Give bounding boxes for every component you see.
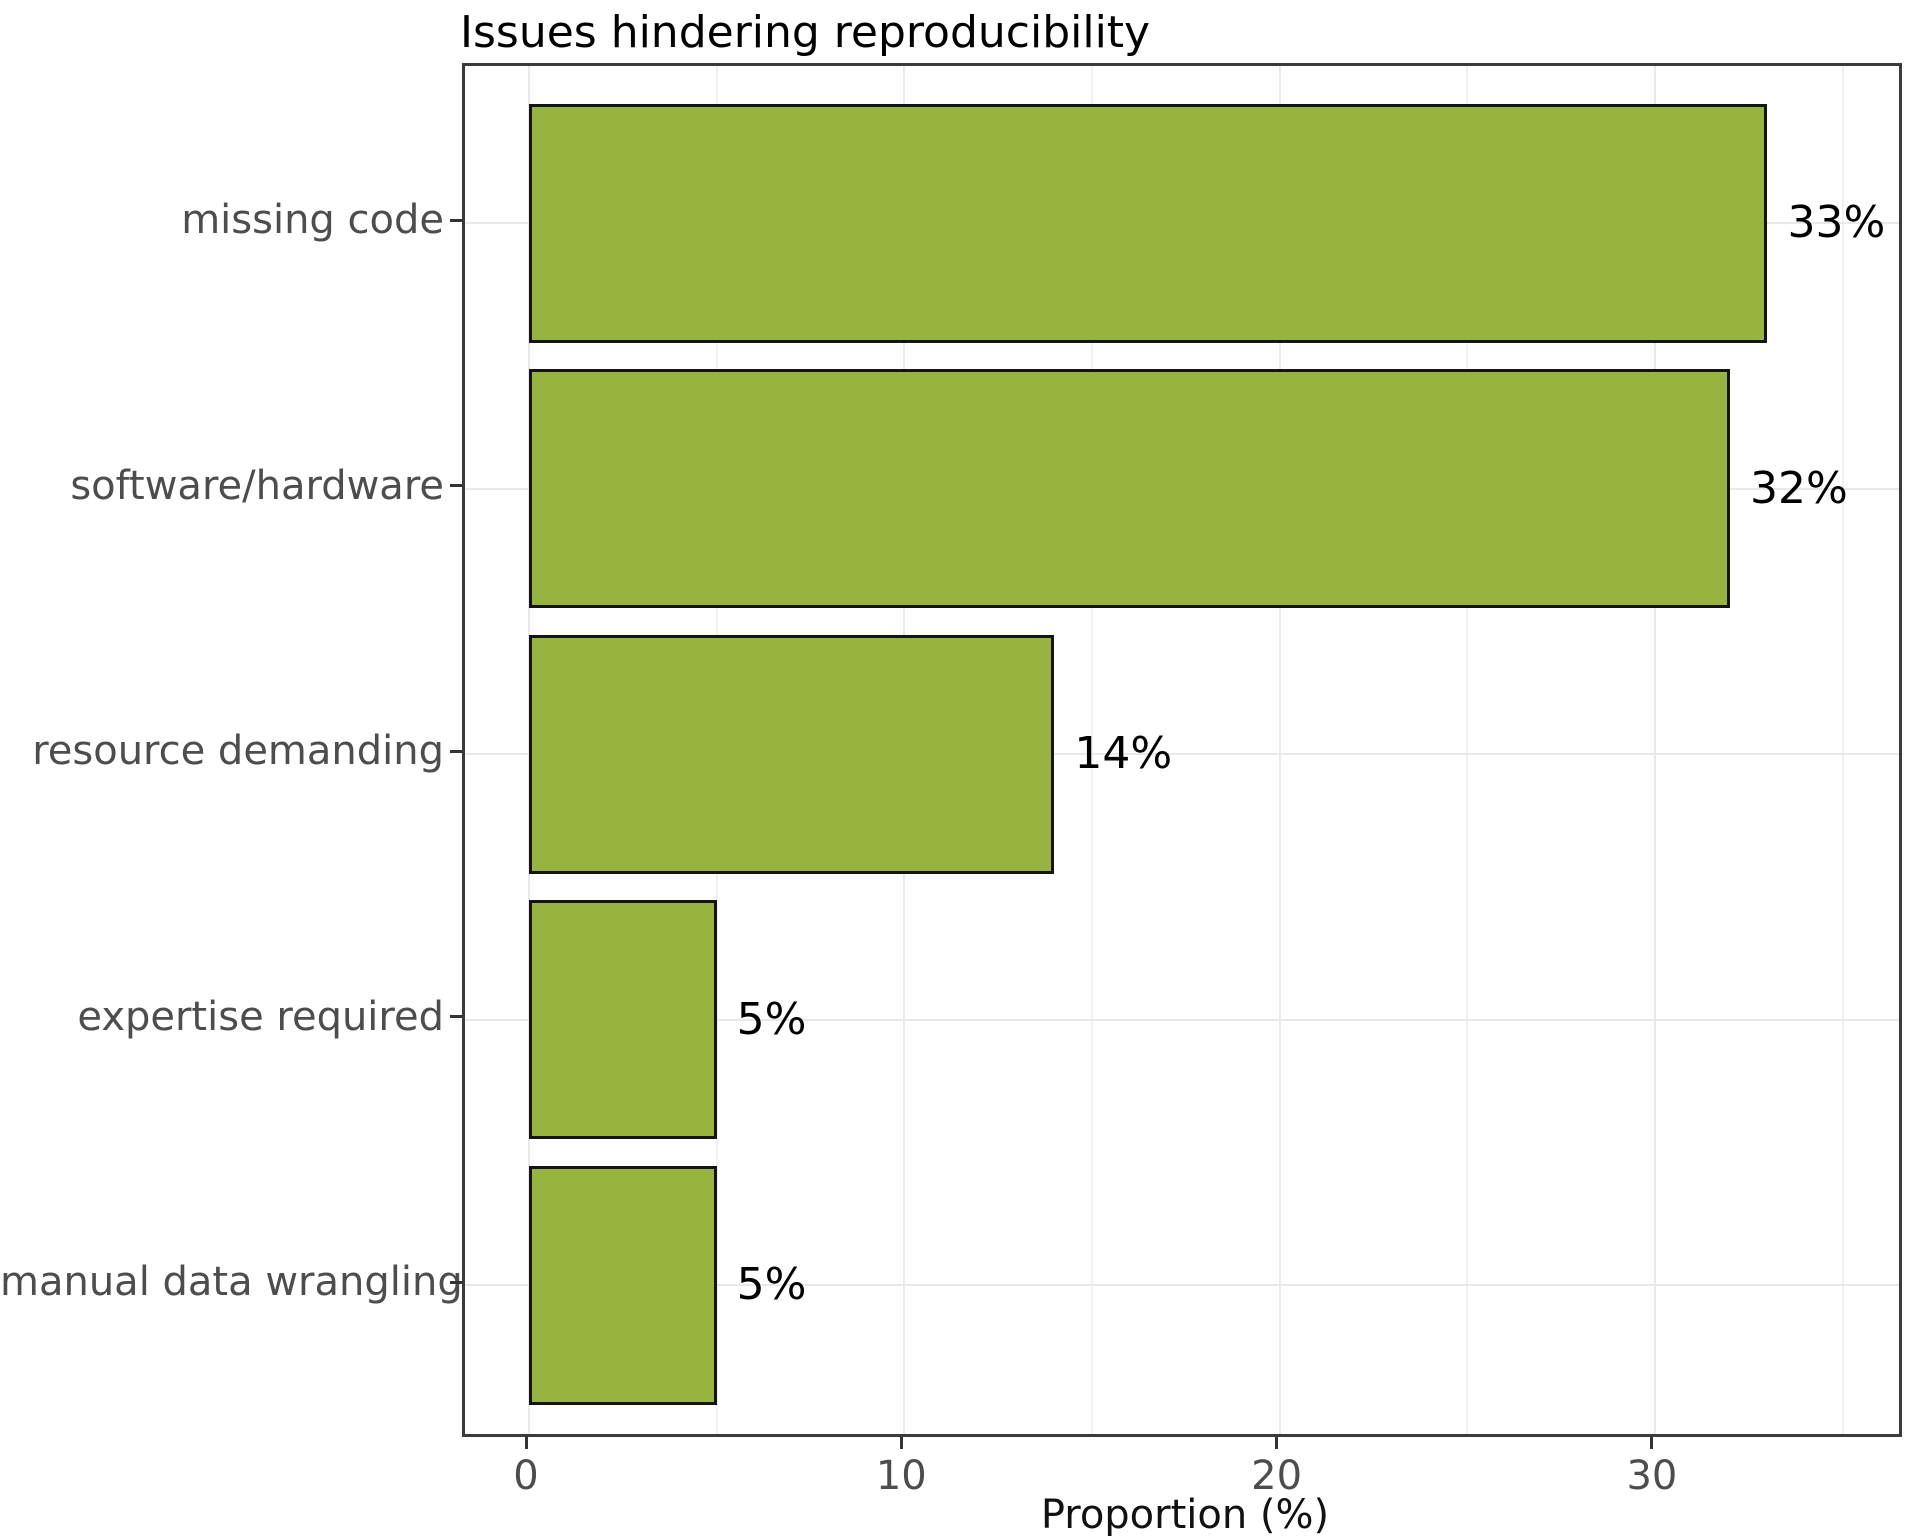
bar	[529, 634, 1055, 874]
bar-value-label: 5%	[736, 1259, 807, 1310]
gridline-major-horizontal	[465, 1284, 1899, 1286]
x-axis-tick-label: 0	[513, 1453, 539, 1499]
x-axis-tick	[1275, 1437, 1279, 1449]
x-axis-tick	[1650, 1437, 1654, 1449]
gridline-minor-vertical	[1841, 66, 1844, 1434]
y-axis-category-label: expertise required	[77, 993, 444, 1040]
y-axis-tick	[450, 218, 462, 222]
bar	[529, 369, 1730, 608]
plot-panel: 33% 32% 14% 5% 5%	[462, 63, 1902, 1437]
bar	[529, 1165, 717, 1405]
x-axis-tick-label: 30	[1626, 1453, 1678, 1499]
bar-value-label: 33%	[1787, 197, 1886, 248]
gridline-major-horizontal	[465, 1018, 1899, 1021]
x-axis-title: Proportion (%)	[1040, 1492, 1330, 1536]
chart-title: Issues hindering reproducibility	[460, 7, 1151, 58]
bar	[529, 103, 1768, 343]
gridline-major-horizontal	[465, 753, 1899, 755]
y-axis-category-label: manual data wrangling	[0, 1259, 463, 1305]
x-axis-tick	[899, 1437, 903, 1449]
gridline-major-vertical	[1653, 66, 1656, 1434]
bar	[529, 900, 717, 1139]
y-axis-category-label: resource demanding	[32, 728, 444, 774]
y-axis-tick	[450, 484, 462, 487]
gridline-minor-vertical	[1466, 66, 1469, 1434]
x-axis-tick-label: 10	[875, 1453, 927, 1499]
x-axis-tick-label: 20	[1251, 1453, 1303, 1499]
bar-value-label: 14%	[1074, 728, 1173, 779]
bar-value-label: 32%	[1749, 462, 1848, 514]
y-axis-category-label: software/hardware	[70, 462, 444, 509]
y-axis-tick	[450, 1015, 462, 1018]
gridline-minor-vertical	[1090, 66, 1093, 1434]
x-axis-tick	[524, 1437, 528, 1449]
y-axis-tick	[450, 749, 462, 753]
y-axis-category-label: missing code	[181, 197, 444, 243]
gridline-major-vertical	[1278, 66, 1281, 1434]
y-axis-tick	[450, 1280, 462, 1284]
bar-value-label: 5%	[736, 993, 807, 1045]
